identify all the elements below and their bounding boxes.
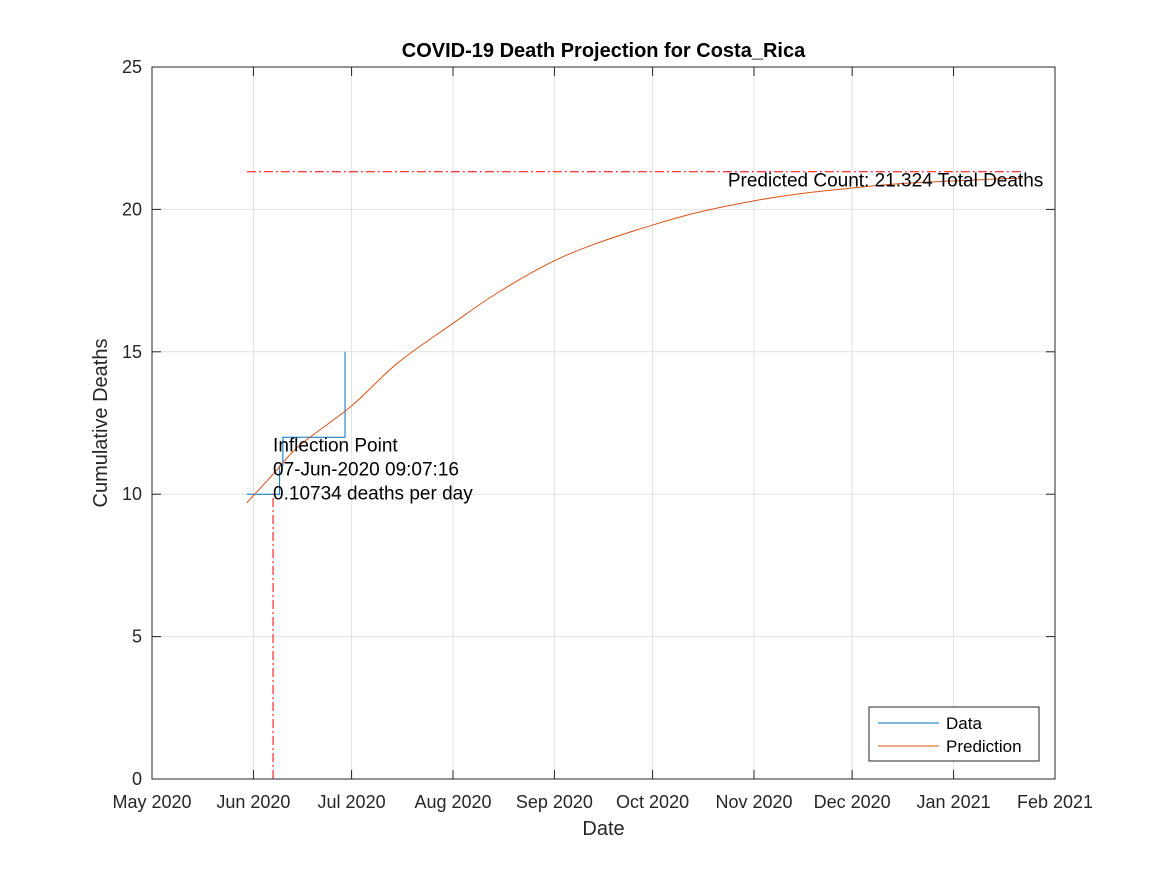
x-tick-label: May 2020 — [112, 792, 191, 812]
x-tick-label: Dec 2020 — [814, 792, 891, 812]
axes-box — [151, 66, 1056, 780]
x-tick-label: Feb 2021 — [1017, 792, 1093, 812]
reference-lines — [246, 171, 1023, 779]
legend-entry-data: Data — [946, 714, 982, 733]
tick-labels: May 2020 Jun 2020 Jul 2020 Aug 2020 Sep 2020… — [112, 57, 1093, 812]
x-tick-label: Oct 2020 — [616, 792, 689, 812]
y-tick-label: 15 — [122, 342, 142, 362]
axis-ticks — [151, 66, 1056, 780]
y-tick-label: 25 — [122, 57, 142, 77]
plot-area — [152, 67, 1055, 779]
chart-title: COVID-19 Death Projection for Costa_Rica — [402, 40, 806, 62]
x-tick-label: Jul 2020 — [318, 792, 386, 812]
legend-box — [868, 706, 1040, 762]
x-axis-label: Date — [582, 818, 624, 840]
series-line-data — [246, 351, 346, 495]
inflection-point-annotation: Inflection Point — [273, 435, 398, 456]
x-tick-label: Sep 2020 — [516, 792, 593, 812]
series-layer — [246, 177, 1023, 504]
inflection-point-annotation: 0.10734 deaths per day — [273, 483, 473, 504]
annotations: Inflection Point 07-Jun-2020 09:07:16 0.10… — [273, 171, 1043, 505]
y-tick-label: 0 — [132, 769, 142, 789]
y-tick-label: 5 — [132, 627, 142, 647]
legend: Data Prediction — [868, 706, 1040, 762]
x-tick-label: Jun 2020 — [216, 792, 290, 812]
y-tick-label: 20 — [122, 199, 142, 219]
predicted-count-annotation: Predicted Count: 21.324 Total Deaths — [728, 171, 1043, 192]
inflection-point-annotation: 07-Jun-2020 09:07:16 — [273, 459, 459, 480]
x-tick-label: Nov 2020 — [715, 792, 792, 812]
series-line-prediction — [246, 177, 1023, 504]
legend-entry-prediction: Prediction — [946, 737, 1022, 756]
y-axis-label: Cumulative Deaths — [90, 339, 112, 508]
x-tick-label: Jan 2021 — [917, 792, 991, 812]
y-tick-label: 10 — [122, 484, 142, 504]
x-tick-label: Aug 2020 — [414, 792, 491, 812]
